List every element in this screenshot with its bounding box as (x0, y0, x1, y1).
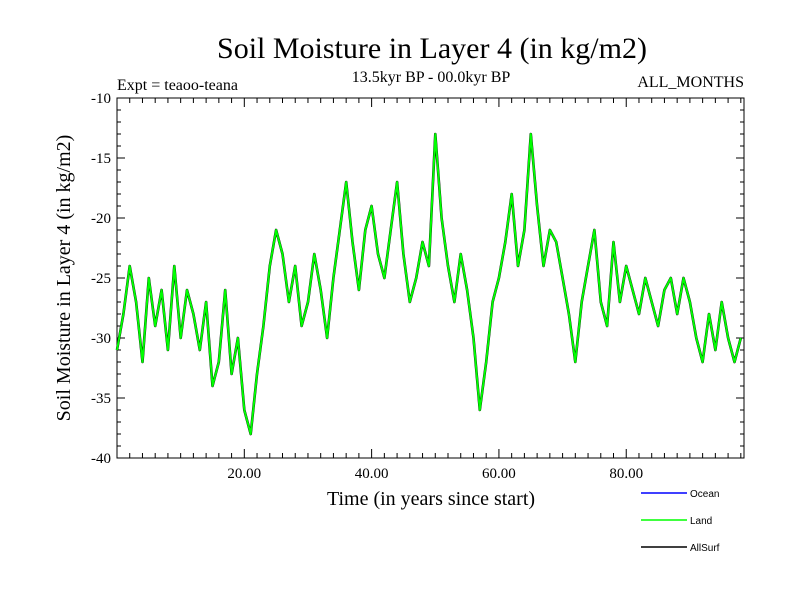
y-tick-label: -30 (91, 331, 111, 347)
time-range-label: 13.5kyr BP - 00.0kyr BP (352, 69, 511, 86)
legend-label-allsurf: AllSurf (690, 543, 720, 554)
experiment-label: Expt = teaoo-teana (117, 77, 238, 94)
x-tick-label: 40.00 (355, 466, 389, 482)
x-axis-label: Time (in years since start) (327, 488, 535, 510)
y-axis-label: Soil Moisture in Layer 4 (in kg/m2) (53, 135, 75, 422)
y-tick-label: -25 (91, 271, 111, 287)
y-axis-ticks: -40 -35 -30 -25 -20 -15 -10 (91, 91, 744, 467)
chart-title: Soil Moisture in Layer 4 (in kg/m2) (217, 32, 647, 65)
x-axis-ticks: 20.00 40.00 60.00 80.00 (129, 98, 742, 482)
series-lines (115, 132, 743, 436)
x-tick-label: 80.00 (609, 466, 643, 482)
y-tick-label: -35 (91, 391, 111, 407)
legend-label-ocean: Ocean (690, 489, 719, 500)
y-tick-label: -15 (91, 151, 111, 167)
legend-label-land: Land (690, 516, 712, 527)
plot-area: -40 -35 -30 -25 -20 -15 -10 20.00 40.00 60.00 80.… (91, 91, 745, 482)
legend: Ocean Land AllSurf (641, 489, 720, 554)
plot-frame (116, 97, 745, 459)
x-tick-label: 20.00 (227, 466, 261, 482)
y-tick-label: -10 (91, 91, 111, 107)
y-tick-label: -20 (91, 211, 111, 227)
months-label: ALL_MONTHS (637, 74, 744, 91)
series-line-land (116, 133, 742, 435)
y-tick-label: -40 (91, 451, 111, 467)
x-tick-label: 60.00 (482, 466, 516, 482)
